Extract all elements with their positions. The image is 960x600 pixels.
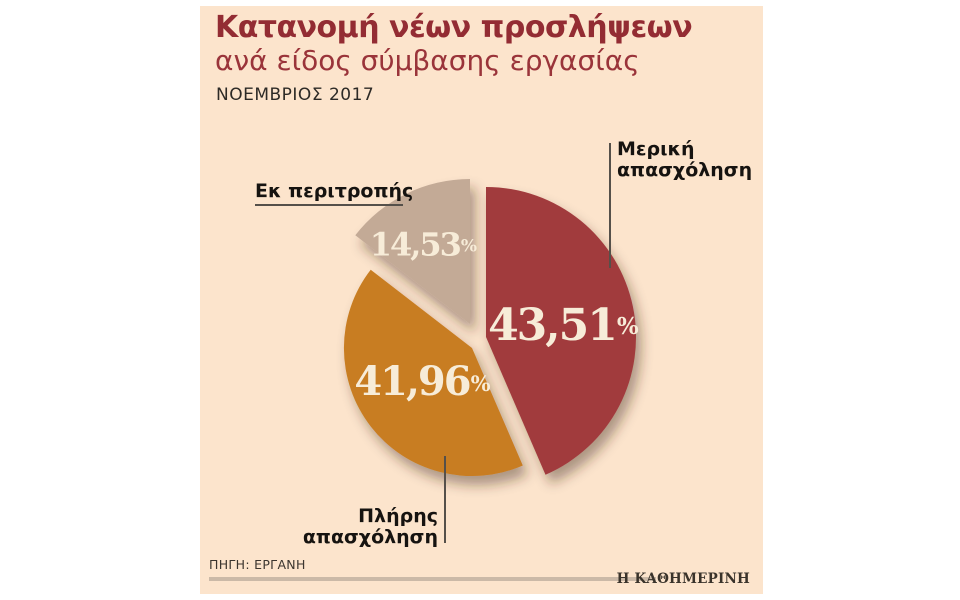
pie-slice-1	[343, 269, 523, 477]
callout-line-meriki	[609, 143, 611, 268]
footer-rule	[209, 577, 656, 581]
callout-line-pliris	[444, 456, 446, 543]
pie-slice-0	[486, 187, 637, 475]
pie-slice-2	[355, 179, 470, 324]
callout-label-meriki: Μερική απασχόληση	[617, 139, 752, 181]
publisher-logo: Η ΚΑΘΗΜΕΡΙΝΗ	[616, 571, 750, 587]
callout-label-ek-peritropis: Εκ περιτροπής	[255, 180, 414, 202]
chart-title: Κατανομή νέων προσλήψεων	[215, 10, 693, 45]
infographic-card	[200, 6, 763, 594]
pie-slice-value-2: 14,53%	[370, 225, 477, 263]
chart-period: ΝΟΕΜΒΡΙΟΣ 2017	[216, 85, 375, 105]
chart-subtitle: ανά είδος σύμβασης εργασίας	[215, 44, 640, 77]
pie-slice-value-0: 43,51%	[488, 300, 639, 351]
pie-slice-value-1: 41,96%	[354, 358, 490, 405]
callout-label-pliris-line2: απασχόληση	[302, 526, 438, 548]
callout-label-meriki-line1: Μερική	[617, 138, 695, 160]
callout-line-ek-peritropis	[255, 204, 403, 206]
callout-label-meriki-line2: απασχόληση	[617, 159, 753, 181]
callout-label-pliris: Πλήρης απασχόληση	[300, 506, 438, 548]
source-note: ΠΗΓΗ: ΕΡΓΑΝΗ	[209, 557, 306, 572]
callout-label-pliris-line1: Πλήρης	[358, 505, 438, 527]
